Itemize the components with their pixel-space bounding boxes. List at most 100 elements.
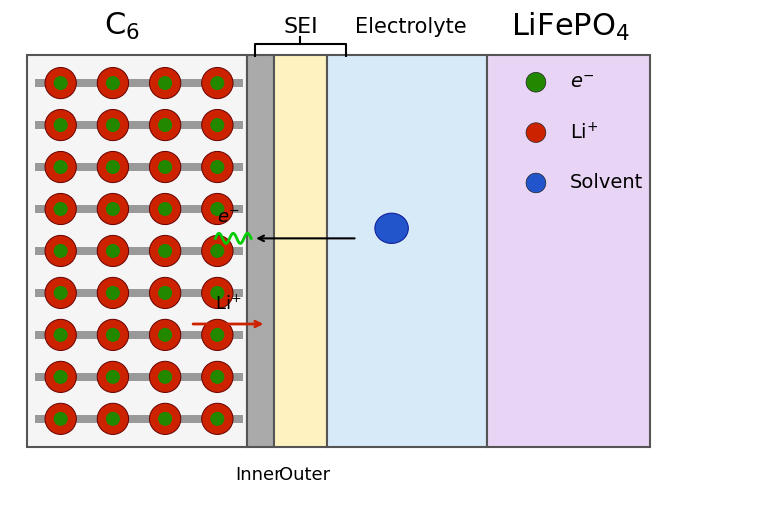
Ellipse shape [45, 361, 76, 393]
Ellipse shape [210, 76, 224, 90]
Ellipse shape [158, 370, 172, 384]
Text: Outer: Outer [279, 466, 329, 484]
Ellipse shape [150, 68, 180, 99]
Ellipse shape [45, 110, 76, 141]
Text: C$_6$: C$_6$ [104, 11, 140, 42]
Ellipse shape [54, 412, 68, 426]
Ellipse shape [158, 118, 172, 132]
Ellipse shape [54, 202, 68, 216]
Ellipse shape [210, 118, 224, 132]
Ellipse shape [106, 160, 120, 174]
Ellipse shape [98, 403, 128, 435]
Ellipse shape [54, 328, 68, 342]
Ellipse shape [210, 244, 224, 258]
Ellipse shape [45, 152, 76, 183]
Bar [35, 163, 243, 171]
Text: SEI: SEI [283, 17, 318, 37]
Ellipse shape [98, 278, 128, 309]
Ellipse shape [202, 152, 233, 183]
Bar [35, 121, 243, 129]
Ellipse shape [150, 278, 180, 309]
Text: $e^{-}$: $e^{-}$ [570, 73, 595, 92]
Bar [247, 55, 274, 447]
Ellipse shape [106, 412, 120, 426]
Bar [327, 55, 487, 447]
Ellipse shape [98, 152, 128, 183]
Ellipse shape [158, 286, 172, 300]
Ellipse shape [210, 286, 224, 300]
Ellipse shape [158, 244, 172, 258]
Ellipse shape [150, 152, 180, 183]
Ellipse shape [45, 236, 76, 267]
Bar [274, 55, 327, 447]
Ellipse shape [98, 236, 128, 267]
Ellipse shape [202, 110, 233, 141]
Ellipse shape [210, 412, 224, 426]
Text: Li$^{+}$: Li$^{+}$ [570, 122, 598, 143]
Ellipse shape [150, 236, 180, 267]
Ellipse shape [202, 236, 233, 267]
Bar [35, 205, 243, 213]
Ellipse shape [45, 403, 76, 435]
Bar [35, 331, 243, 338]
Ellipse shape [202, 278, 233, 309]
Ellipse shape [202, 403, 233, 435]
Ellipse shape [158, 202, 172, 216]
Ellipse shape [150, 403, 180, 435]
Ellipse shape [106, 244, 120, 258]
Ellipse shape [526, 123, 546, 142]
Bar [35, 247, 243, 255]
Ellipse shape [202, 319, 233, 351]
Ellipse shape [150, 319, 180, 351]
Ellipse shape [106, 328, 120, 342]
Bar [35, 373, 243, 380]
Ellipse shape [54, 76, 68, 90]
Ellipse shape [210, 328, 224, 342]
Ellipse shape [54, 118, 68, 132]
Ellipse shape [98, 110, 128, 141]
Ellipse shape [210, 202, 224, 216]
Ellipse shape [150, 361, 180, 393]
Ellipse shape [106, 202, 120, 216]
Ellipse shape [98, 361, 128, 393]
Ellipse shape [375, 213, 409, 243]
Ellipse shape [106, 118, 120, 132]
Text: LiFePO$_4$: LiFePO$_4$ [511, 11, 630, 43]
Ellipse shape [45, 68, 76, 99]
Ellipse shape [45, 278, 76, 309]
Ellipse shape [54, 160, 68, 174]
Ellipse shape [45, 194, 76, 225]
Ellipse shape [158, 160, 172, 174]
Ellipse shape [45, 319, 76, 351]
Ellipse shape [526, 72, 546, 92]
Bar [487, 55, 650, 447]
Bar [35, 415, 243, 422]
Ellipse shape [106, 286, 120, 300]
Text: Electrolyte: Electrolyte [355, 17, 466, 37]
Ellipse shape [158, 412, 172, 426]
Bar [35, 79, 243, 87]
Ellipse shape [98, 319, 128, 351]
Ellipse shape [98, 68, 128, 99]
Ellipse shape [158, 328, 172, 342]
Ellipse shape [526, 173, 546, 193]
Ellipse shape [158, 76, 172, 90]
Ellipse shape [106, 76, 120, 90]
Ellipse shape [202, 68, 233, 99]
Ellipse shape [54, 370, 68, 384]
Ellipse shape [202, 361, 233, 393]
Ellipse shape [54, 286, 68, 300]
Ellipse shape [98, 194, 128, 225]
Bar [35, 289, 243, 297]
Ellipse shape [54, 244, 68, 258]
Ellipse shape [210, 160, 224, 174]
Text: Li$^{+}$: Li$^{+}$ [215, 294, 241, 313]
Text: Inner: Inner [235, 466, 282, 484]
Ellipse shape [106, 370, 120, 384]
Ellipse shape [210, 370, 224, 384]
Ellipse shape [202, 194, 233, 225]
Bar [27, 55, 247, 447]
Text: $e^{-}$: $e^{-}$ [217, 209, 240, 227]
Ellipse shape [150, 110, 180, 141]
Ellipse shape [150, 194, 180, 225]
